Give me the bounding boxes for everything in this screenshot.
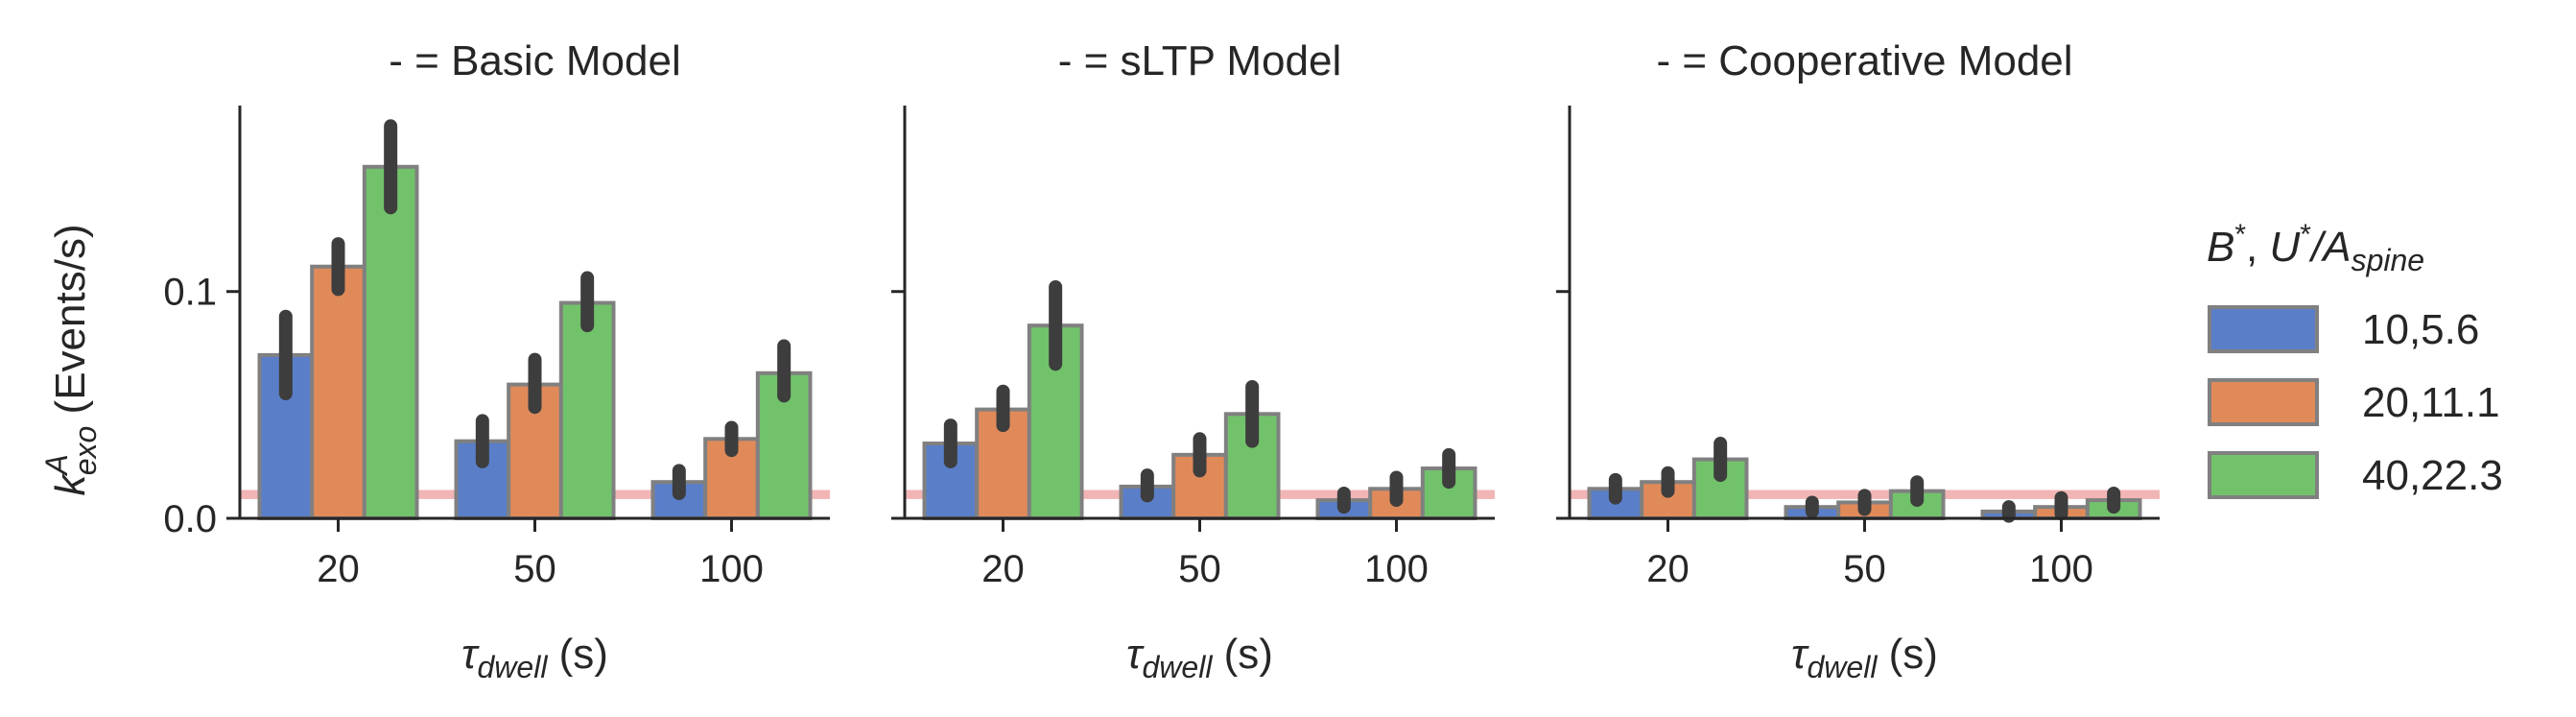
y-tick-label: 0.0 [163, 498, 217, 540]
panel-3: 20 50 100 - = Cooperative Model τdwell (s) [1556, 37, 2160, 684]
panel-title: - = Cooperative Model [1656, 37, 2072, 84]
panel-title: - = sLTP Model [1058, 37, 1342, 84]
legend-title-u: U [2270, 224, 2301, 271]
x-label-subscript: dwell [1143, 650, 1214, 684]
x-label-suffix: (s) [1877, 631, 1938, 678]
x-tick-label: 100 [2029, 548, 2093, 590]
y-label-superscript: A [39, 454, 74, 476]
x-tick-label: 100 [699, 548, 764, 590]
x-tick-label: 50 [1178, 548, 1221, 590]
x-tick-label: 50 [1843, 548, 1886, 590]
legend-entries: 10,5.6 20,11.1 40,22.3 [2208, 305, 2503, 499]
x-label-suffix: (s) [1212, 631, 1273, 678]
legend-label: 10,5.6 [2362, 306, 2479, 353]
legend-swatch [2208, 378, 2319, 426]
legend-title-sub: spine [2351, 243, 2425, 277]
legend-label: 20,11.1 [2362, 379, 2500, 426]
x-axis-label: τdwell (s) [461, 631, 608, 684]
legend-title-a: A [2320, 224, 2351, 271]
x-label-base: τ [1126, 631, 1145, 678]
legend-title-b: B [2207, 224, 2234, 271]
x-label-subscript: dwell [478, 650, 549, 684]
y-axis-label: kAexo (Events/s) [39, 224, 103, 495]
legend-swatch [2208, 305, 2319, 353]
legend-label: 40,22.3 [2362, 452, 2503, 499]
x-label-base: τ [461, 631, 480, 678]
svg-text:kAexo (Events/s): kAexo (Events/s) [39, 224, 103, 495]
legend-title-comma: , [2246, 224, 2269, 271]
x-label-subscript: dwell [1808, 650, 1879, 684]
legend-swatch [2208, 451, 2319, 499]
y-label-base: k [47, 473, 94, 496]
panel-2: 20 50 100 - = sLTP Model τdwell (s) [891, 37, 1495, 684]
x-label-base: τ [1791, 631, 1809, 678]
x-tick-label: 20 [981, 548, 1025, 590]
legend-title: B*, U*/Aspine [2207, 219, 2424, 277]
bar [310, 264, 366, 520]
panel-title: - = Basic Model [389, 37, 680, 84]
legend-title-slash: / [2308, 224, 2327, 271]
panel-1: 0.0 0.1 20 50 100 - = Basic Model τdwell (s) [163, 37, 830, 684]
x-tick-label: 20 [317, 548, 360, 590]
legend: B*, U*/Aspine 10,5.6 20,11.1 40,22.3 [2207, 219, 2503, 499]
x-label-suffix: (s) [547, 631, 608, 678]
x-axis-label: τdwell (s) [1791, 631, 1938, 684]
bar [362, 164, 419, 521]
x-tick-label: 20 [1646, 548, 1690, 590]
y-label-subscript: exo [68, 426, 103, 476]
x-axis-label: τdwell (s) [1126, 631, 1273, 684]
y-label-suffix: (Events/s) [47, 224, 94, 425]
x-tick-label: 100 [1364, 548, 1429, 590]
y-tick-label: 0.1 [163, 272, 217, 314]
x-tick-label: 50 [513, 548, 556, 590]
bar [558, 300, 616, 520]
